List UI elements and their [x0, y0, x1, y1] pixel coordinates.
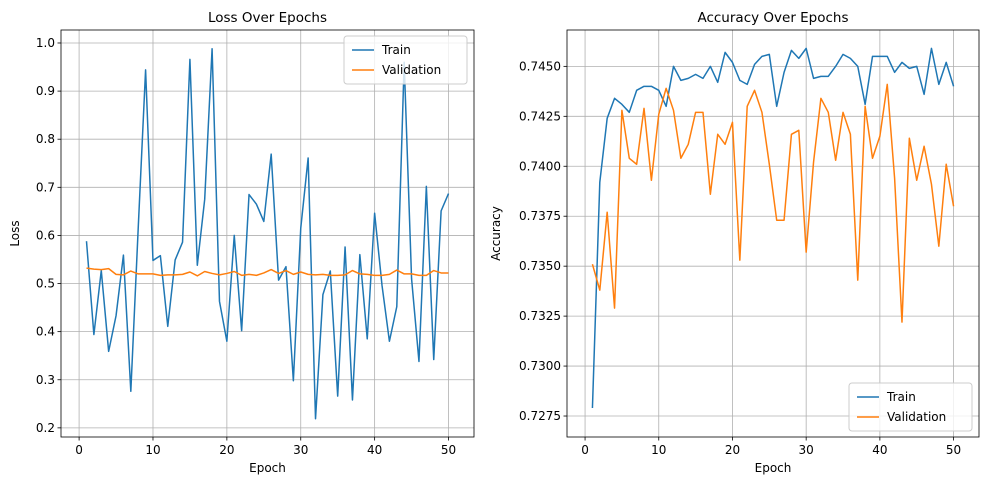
chart-title: Loss Over Epochs: [208, 10, 327, 26]
series-line-validation: [86, 267, 449, 277]
x-tick-label: 40: [872, 443, 887, 457]
y-tick-label: 0.5: [36, 277, 55, 291]
y-tick-label: 0.7425: [519, 109, 561, 123]
y-tick-label: 0.9: [36, 84, 55, 98]
legend: Train Validation: [343, 35, 468, 85]
plot-frame: [566, 29, 980, 438]
chart-title: Accuracy Over Epochs: [697, 10, 848, 26]
x-tick-label: 40: [367, 443, 382, 457]
x-tick-label: 0: [581, 443, 589, 457]
chart-1: 0 10 20 30 40 50 0.2 0.3 0.4 0.5 0.6 0.7 0.8 0.9 1.0 Lo…: [8, 10, 475, 475]
x-tick-label: 50: [441, 443, 456, 457]
x-tick-label: 20: [725, 443, 740, 457]
legend-box: [848, 382, 973, 432]
y-tick-label: 1.0: [36, 36, 55, 50]
y-tick-label: 0.7400: [519, 159, 561, 173]
series-line-validation: [591, 83, 955, 323]
y-tick-label: 0.3: [36, 373, 55, 387]
y-axis-label: Loss: [8, 220, 22, 246]
y-tick-label: 0.4: [36, 325, 55, 339]
legend-label-validation: Validation: [887, 410, 946, 424]
y-tick-label: 0.7: [36, 180, 55, 194]
x-tick-label: 50: [946, 443, 961, 457]
y-axis-label: Accuracy: [489, 206, 503, 261]
y-tick-label: 0.6: [36, 228, 55, 242]
legend-label-train: Train: [886, 390, 916, 404]
y-tick-label: 0.7275: [519, 409, 561, 423]
y-tick-label: 0.7325: [519, 309, 561, 323]
legend-box: [343, 35, 468, 85]
x-tick-label: 30: [293, 443, 308, 457]
plot-frame: [60, 29, 475, 438]
x-tick-label: 10: [651, 443, 666, 457]
legend-label-validation: Validation: [382, 63, 441, 77]
series-line-train: [591, 47, 955, 409]
series-line-train: [85, 48, 450, 420]
x-tick-label: 0: [75, 443, 83, 457]
x-tick-label: 10: [145, 443, 160, 457]
chart-2: 0 10 20 30 40 50 0.7275 0.7300 0.7325 0.7350 0.737…: [489, 10, 980, 475]
y-tick-label: 0.7450: [519, 59, 561, 73]
x-tick-label: 20: [219, 443, 234, 457]
legend: Train Validation: [848, 382, 973, 432]
y-tick-label: 0.2: [36, 421, 55, 435]
x-axis-label: Epoch: [249, 461, 286, 475]
grid: [567, 30, 979, 437]
grid: [61, 30, 474, 437]
y-tick-label: 0.8: [36, 132, 55, 146]
x-axis-label: Epoch: [755, 461, 792, 475]
y-tick-label: 0.7375: [519, 209, 561, 223]
legend-label-train: Train: [381, 43, 411, 57]
y-tick-label: 0.7350: [519, 259, 561, 273]
x-tick-label: 30: [799, 443, 814, 457]
y-tick-label: 0.7300: [519, 359, 561, 373]
